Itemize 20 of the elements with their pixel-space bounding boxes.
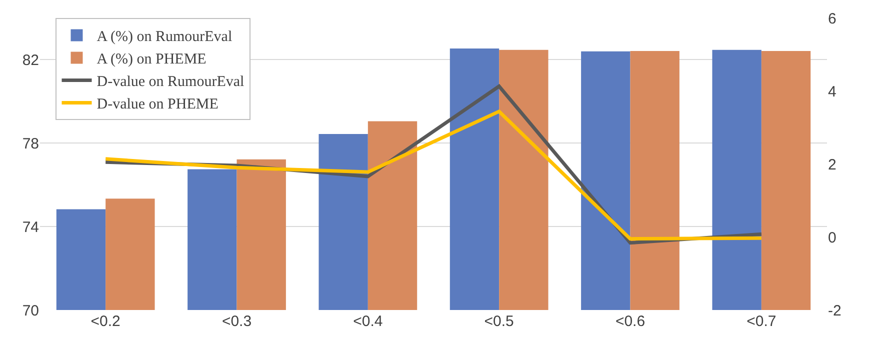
y-tick-label: 82 xyxy=(22,52,39,69)
y2-tick-label: 4 xyxy=(828,83,836,100)
y2-tick-label: -2 xyxy=(828,302,842,320)
y-tick-label: 78 xyxy=(22,135,39,152)
legend-label: D-value on PHEME xyxy=(96,96,218,113)
y2-tick-label: 2 xyxy=(828,156,836,174)
y2-tick-label: 0 xyxy=(828,229,836,246)
y-tick-label: 70 xyxy=(22,302,39,320)
y-tick-label: 74 xyxy=(22,218,39,236)
x-tick-label: <0.6 xyxy=(615,313,646,330)
x-tick-label: <0.3 xyxy=(222,313,252,330)
legend-label: A (%) on RumourEval xyxy=(96,29,232,46)
x-tick-label: <0.5 xyxy=(484,313,514,330)
y2-tick-label: 6 xyxy=(828,10,836,28)
line-series xyxy=(104,110,764,241)
x-tick-label: <0.2 xyxy=(90,313,120,330)
legend-label: D-value on RumourEval xyxy=(96,74,244,90)
legend-label: A (%) on PHEME xyxy=(96,52,206,68)
x-tick-label: <0.4 xyxy=(353,313,383,330)
x-tick-label: <0.7 xyxy=(746,313,776,330)
